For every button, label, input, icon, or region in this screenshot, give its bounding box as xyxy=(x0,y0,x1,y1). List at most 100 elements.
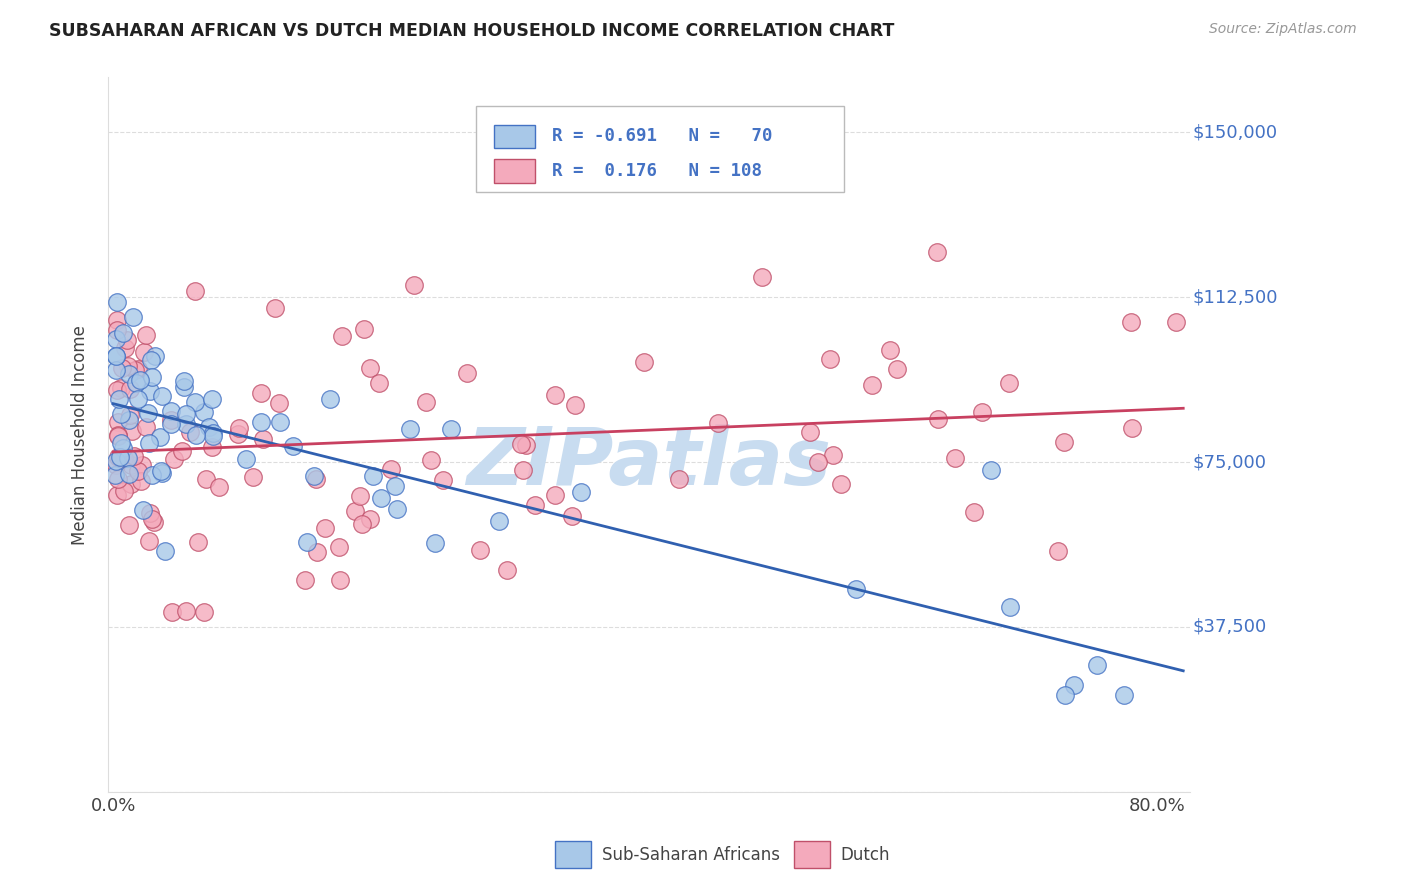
Point xyxy=(440,422,463,436)
Point xyxy=(425,535,447,549)
Point xyxy=(193,605,215,619)
Point xyxy=(118,518,141,533)
Point xyxy=(115,333,138,347)
Point xyxy=(242,470,264,484)
Point xyxy=(886,361,908,376)
Point xyxy=(105,323,128,337)
Point xyxy=(128,464,150,478)
Point xyxy=(112,483,135,498)
FancyBboxPatch shape xyxy=(494,159,536,183)
Point xyxy=(118,467,141,481)
Point xyxy=(127,362,149,376)
Point xyxy=(105,350,128,364)
Point xyxy=(202,425,225,440)
Point xyxy=(153,543,176,558)
Point xyxy=(998,376,1021,391)
Point xyxy=(512,463,534,477)
Point xyxy=(509,437,531,451)
Point xyxy=(1121,421,1143,435)
Point xyxy=(564,398,586,412)
Point xyxy=(173,374,195,388)
Point xyxy=(359,361,381,376)
Point xyxy=(120,476,142,491)
Point xyxy=(523,498,546,512)
Point xyxy=(160,417,183,431)
Point xyxy=(201,440,224,454)
Point xyxy=(267,395,290,409)
Point xyxy=(415,394,437,409)
Point xyxy=(329,573,352,587)
Point xyxy=(170,443,193,458)
Point xyxy=(228,421,250,435)
Point xyxy=(187,535,209,549)
Point xyxy=(125,376,148,390)
Point xyxy=(132,503,155,517)
Point xyxy=(174,417,197,431)
Point xyxy=(1054,688,1077,702)
Point xyxy=(107,415,129,429)
Point xyxy=(361,469,384,483)
Point xyxy=(515,438,537,452)
Point xyxy=(328,540,350,554)
Point xyxy=(1063,678,1085,692)
Point xyxy=(163,452,186,467)
Point xyxy=(110,381,132,395)
Point xyxy=(160,605,183,619)
Point xyxy=(118,367,141,381)
Point xyxy=(193,405,215,419)
Point xyxy=(198,420,221,434)
Point xyxy=(470,543,492,558)
Point xyxy=(184,428,207,442)
Point xyxy=(183,395,205,409)
Point xyxy=(633,354,655,368)
Point xyxy=(544,488,567,502)
Point xyxy=(495,563,517,577)
Point xyxy=(307,545,329,559)
Point xyxy=(122,310,145,324)
Point xyxy=(402,278,425,293)
Point xyxy=(143,515,166,529)
Point xyxy=(1000,600,1022,615)
Point xyxy=(1114,688,1136,702)
Point xyxy=(925,244,948,259)
Point xyxy=(179,425,201,439)
Point xyxy=(818,352,841,367)
Point xyxy=(751,269,773,284)
Point xyxy=(108,392,131,406)
Text: $75,000: $75,000 xyxy=(1194,453,1267,471)
Point xyxy=(139,384,162,399)
Point xyxy=(249,386,271,401)
Point xyxy=(131,458,153,472)
Point xyxy=(105,488,128,502)
Point xyxy=(420,453,443,467)
Point xyxy=(141,369,163,384)
Point xyxy=(150,464,173,478)
Point xyxy=(349,489,371,503)
Point xyxy=(184,284,207,298)
Text: SUBSAHARAN AFRICAN VS DUTCH MEDIAN HOUSEHOLD INCOME CORRELATION CHART: SUBSAHARAN AFRICAN VS DUTCH MEDIAN HOUSE… xyxy=(49,22,894,40)
Text: R =  0.176   N = 108: R = 0.176 N = 108 xyxy=(551,161,762,180)
Point xyxy=(118,408,141,422)
Point xyxy=(112,326,135,340)
Point xyxy=(110,407,132,421)
Point xyxy=(432,473,454,487)
Point xyxy=(879,343,901,358)
Point xyxy=(107,429,129,443)
Point xyxy=(141,512,163,526)
Point xyxy=(1053,435,1076,450)
Point xyxy=(127,392,149,406)
Point xyxy=(160,404,183,418)
Text: Sub-Saharan Africans: Sub-Saharan Africans xyxy=(602,846,780,863)
Point xyxy=(543,388,565,402)
Point xyxy=(111,360,134,375)
Point xyxy=(385,502,408,516)
Point xyxy=(569,484,592,499)
Point xyxy=(202,429,225,443)
Point xyxy=(359,511,381,525)
Point xyxy=(120,382,142,396)
Point xyxy=(927,412,949,426)
Point xyxy=(118,413,141,427)
Point xyxy=(860,377,883,392)
Point xyxy=(269,415,291,429)
Point xyxy=(195,472,218,486)
